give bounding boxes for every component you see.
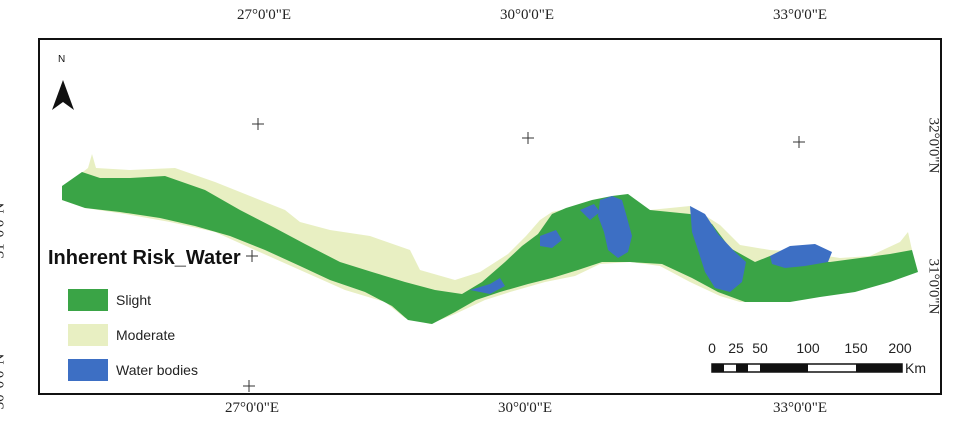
graticule-cross xyxy=(522,132,534,144)
north-label: N xyxy=(58,54,66,65)
scale-label: 25 xyxy=(728,340,744,356)
scale-label: 200 xyxy=(888,340,912,356)
longitude-tick-top-2: 30°0'0"E xyxy=(500,7,554,23)
legend-item-water: Water bodies xyxy=(68,359,198,381)
scale-unit: Km xyxy=(905,360,926,376)
water-body-1 xyxy=(690,206,746,292)
legend-label-water: Water bodies xyxy=(116,362,198,378)
graticule-cross xyxy=(252,118,264,130)
longitude-tick-bottom-2: 30°0'0"E xyxy=(498,400,552,416)
legend-title: Inherent Risk_Water xyxy=(48,247,241,269)
graticule-cross xyxy=(243,380,255,392)
longitude-tick-bottom-1: 27°0'0"E xyxy=(225,400,279,416)
graticule-cross xyxy=(793,136,805,148)
water-body-2 xyxy=(598,196,632,258)
longitude-tick-bottom-3: 33°0'0"E xyxy=(773,400,827,416)
legend-item-slight: Slight xyxy=(68,289,151,311)
north-arrow-icon xyxy=(52,80,74,110)
graticule-crosses xyxy=(243,118,805,392)
graticule-cross xyxy=(246,250,258,262)
legend-swatch-water xyxy=(68,359,108,381)
scale-bar xyxy=(711,363,903,373)
scale-label: 100 xyxy=(796,340,820,356)
scale-label: 0 xyxy=(708,340,716,356)
legend-item-moderate: Moderate xyxy=(68,324,175,346)
scale-label: 150 xyxy=(844,340,868,356)
scale-label: 50 xyxy=(752,340,768,356)
water-body-6 xyxy=(580,204,600,220)
longitude-tick-top-3: 33°0'0"E xyxy=(773,7,827,23)
water-body-3 xyxy=(540,230,562,248)
water-body-5 xyxy=(470,278,505,294)
legend-swatch-slight xyxy=(68,289,108,311)
longitude-tick-top-1: 27°0'0"E xyxy=(237,7,291,23)
legend-label-slight: Slight xyxy=(116,292,152,308)
water-body-4 xyxy=(770,244,832,268)
legend-label-moderate: Moderate xyxy=(116,327,176,343)
legend-swatch-moderate xyxy=(68,324,108,346)
